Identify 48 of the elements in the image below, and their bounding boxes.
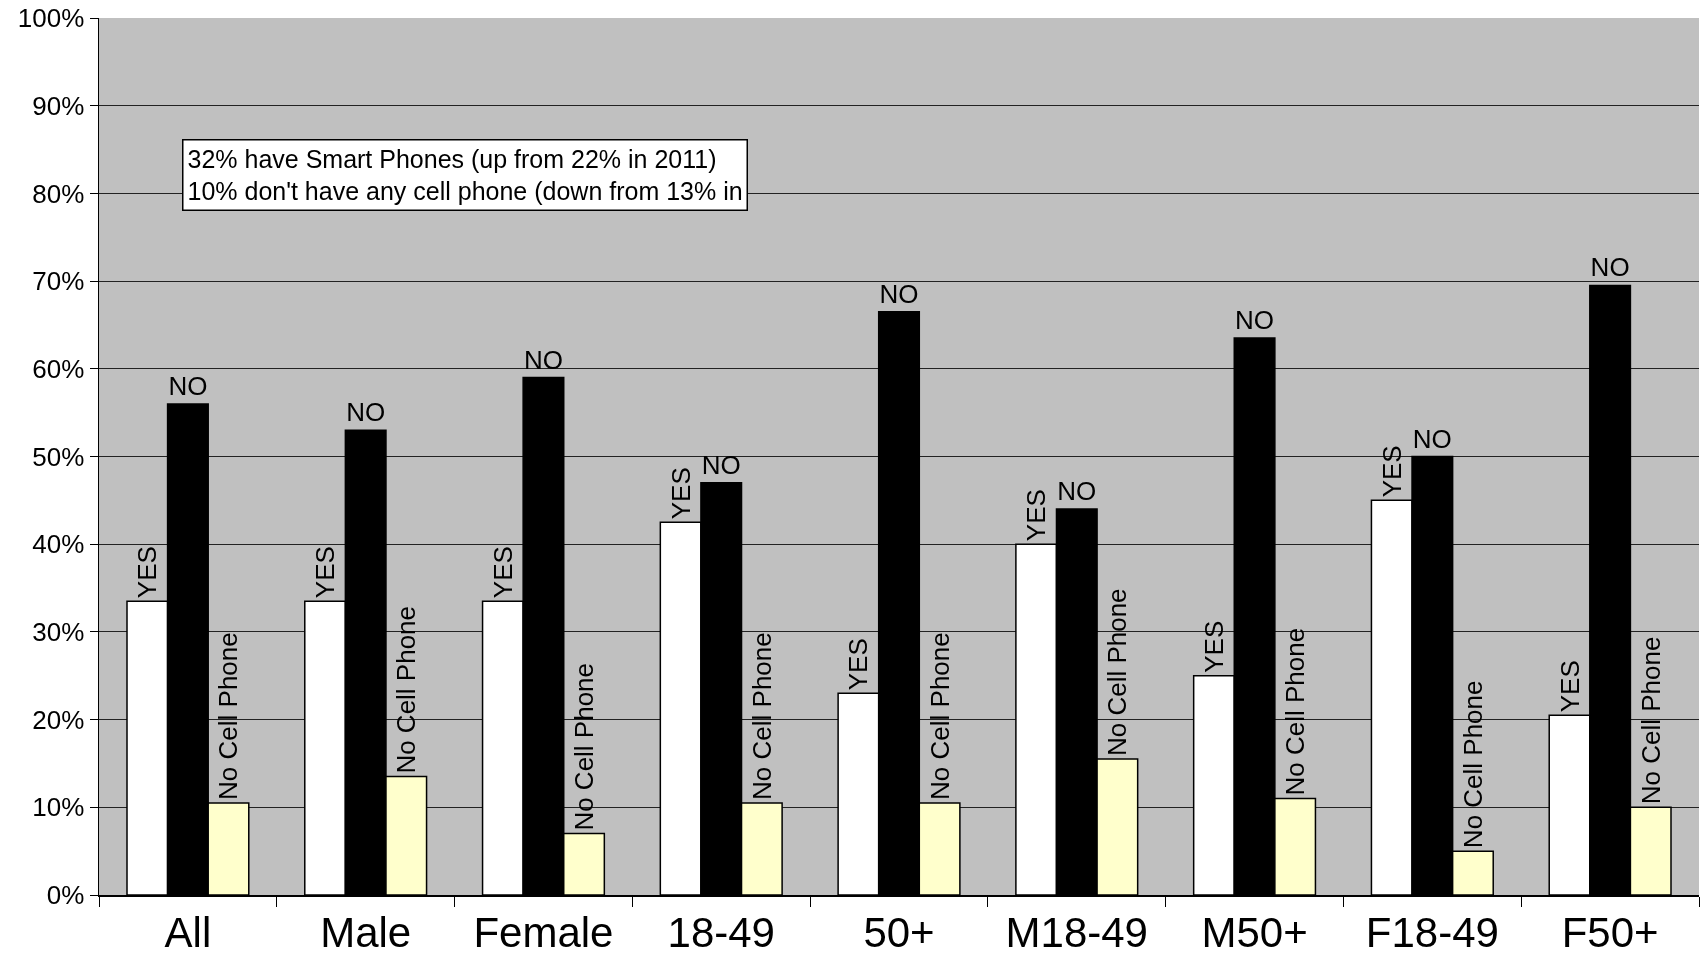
y-tick-label: 100% [17, 3, 85, 34]
series-label: NO [168, 370, 208, 401]
x-tick-label: 50+ [863, 908, 935, 956]
x-tick-label: All [164, 908, 212, 956]
text: NO [701, 449, 741, 480]
text: No Cell Phone [924, 632, 955, 800]
x-tick-label: Female [473, 908, 614, 956]
text: NO [1590, 252, 1630, 283]
text: YES [487, 546, 518, 599]
text: No Cell Phone [1102, 588, 1133, 757]
x-tick-label: Male [320, 908, 412, 956]
x-tick-label: M50+ [1201, 908, 1308, 956]
y-tick-label: 40% [32, 529, 85, 560]
y-tick-label: 50% [32, 441, 85, 472]
y-tick-label: 90% [32, 90, 85, 121]
text: No Cell Phone [391, 605, 422, 774]
text: No Cell Phone [569, 662, 600, 831]
x-tick-label: M18-49 [1005, 908, 1148, 956]
text: NO [346, 397, 386, 428]
y-tick-label: 60% [32, 353, 85, 384]
annotation: 32% have Smart Phones (up from 22% in 2011) 10% don't have any cell phone (down from 13% in [187, 144, 743, 205]
y-tick-label: 80% [32, 178, 85, 209]
text: NO [1235, 305, 1275, 336]
text: No Cell Phone [746, 632, 777, 800]
x-tick-label: 18-49 [667, 908, 775, 956]
text: YES [132, 546, 163, 599]
y-tick-label: 70% [32, 266, 85, 297]
text: No Cell Phone [1635, 636, 1666, 805]
x-tick-label: F50+ [1561, 908, 1659, 956]
text: NO [523, 344, 563, 375]
text: No Cell Phone [1280, 627, 1311, 796]
y-tick-label: 10% [32, 792, 85, 823]
text: YES [1376, 445, 1407, 498]
y-tick-label: 20% [32, 704, 85, 735]
text: YES [843, 638, 874, 691]
text: YES [1554, 660, 1585, 713]
text: YES [1021, 489, 1052, 542]
x-tick-label: F18-49 [1365, 908, 1499, 956]
y-tick-label: 30% [32, 617, 85, 647]
text: YES [310, 546, 341, 599]
text: NO [1412, 423, 1452, 454]
y-tick-label: 0% [46, 880, 85, 911]
text: NO [1057, 476, 1097, 507]
text: YES [1198, 620, 1229, 673]
text: No Cell Phone [213, 632, 244, 800]
text: YES [665, 467, 696, 520]
text: No Cell Phone [1457, 680, 1488, 849]
text: NO [879, 278, 919, 309]
